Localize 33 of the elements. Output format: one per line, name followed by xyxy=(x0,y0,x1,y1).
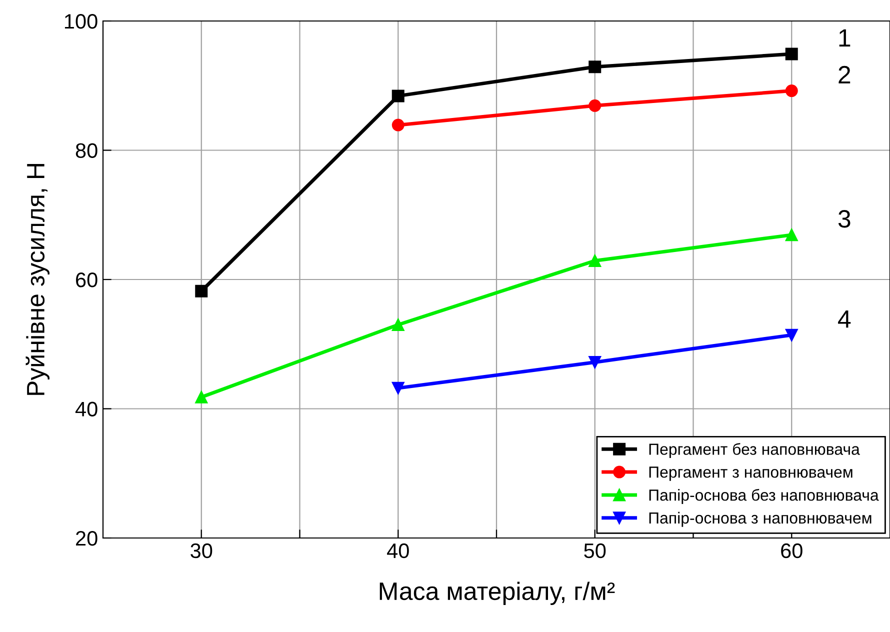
x-tick-label: 40 xyxy=(387,543,409,558)
legend-label: Пергамент без наповнювача xyxy=(649,443,860,458)
annotation: 2 xyxy=(838,66,850,84)
point xyxy=(392,382,404,394)
point xyxy=(785,228,798,242)
point xyxy=(392,90,404,102)
point xyxy=(588,99,602,112)
point xyxy=(785,48,798,60)
x-tick-label: 60 xyxy=(781,543,802,558)
point xyxy=(588,356,602,368)
point xyxy=(392,318,404,331)
point xyxy=(588,254,602,268)
point xyxy=(785,84,798,98)
y-tick-label: 20 xyxy=(76,531,98,546)
x-tick-label: 50 xyxy=(584,543,606,558)
legend-label: Папір-основа з наповнювачем xyxy=(649,512,872,527)
legend-label: Пергамент з наповнювачем xyxy=(649,466,852,481)
point xyxy=(785,328,798,342)
y-tick-label: 60 xyxy=(76,272,98,288)
annotation: 1 xyxy=(839,29,850,47)
y-tick-label: 100 xyxy=(64,14,98,29)
point xyxy=(392,118,404,132)
annotation: 3 xyxy=(838,210,850,228)
x-axis-title: Маса матеріалу, г/м² xyxy=(380,582,615,606)
x-tick-label: 30 xyxy=(190,543,212,558)
point xyxy=(195,284,208,298)
legend-label: Папір-основа без наповнювача xyxy=(649,488,879,504)
y-tick-label: 40 xyxy=(75,402,98,417)
y-tick-label: 80 xyxy=(76,143,98,158)
point xyxy=(588,60,602,74)
y-axis-title: Руйнівне зусилля, Н xyxy=(26,164,50,395)
annotation: 4 xyxy=(838,310,851,328)
point xyxy=(195,390,208,404)
